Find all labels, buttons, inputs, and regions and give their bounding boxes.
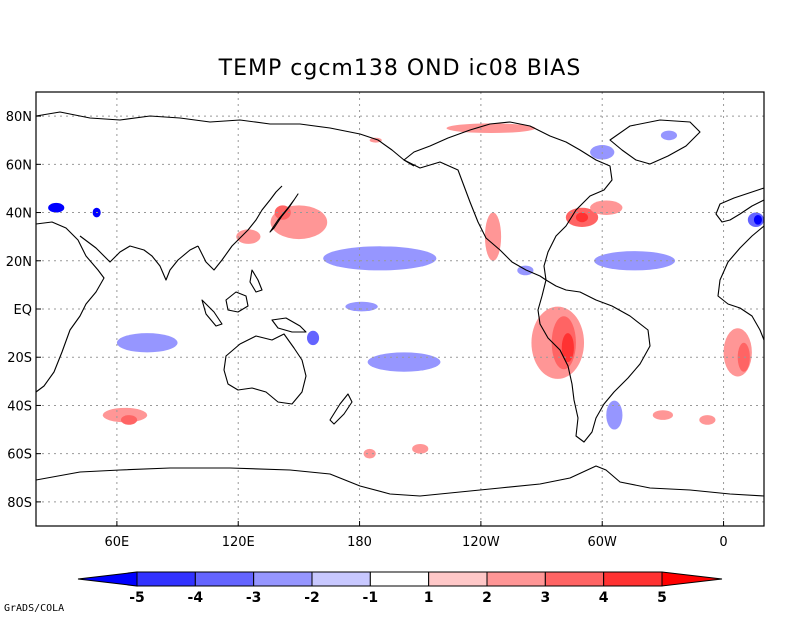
x-tick-label: 120W: [462, 535, 500, 550]
x-tick-label: 60E: [105, 535, 130, 550]
bias-region-gulf-stream-core: [575, 212, 589, 223]
x-tick-label: 60W: [588, 535, 618, 550]
y-tick-label: 60N: [6, 158, 32, 173]
colorbar-label: 3: [540, 590, 550, 606]
colorbar-box: [544, 571, 605, 587]
colorbar-box: [428, 571, 488, 587]
y-tick-label: 40S: [7, 399, 32, 414]
coast-east-asia: [197, 185, 283, 271]
colorbar-min-arrow: [77, 571, 138, 587]
coast-arabia-india: [79, 235, 199, 281]
x-axis-labels: 60E 120E 180 120W 60W 0: [105, 521, 728, 550]
bias-region-southern-ocean-warm: [699, 415, 716, 425]
coast-australia: [223, 333, 307, 405]
coast-europe-west: [715, 187, 764, 223]
colorbar-box: [194, 571, 255, 587]
colorbar-label: -4: [188, 590, 204, 606]
bias-region-bering-warm: [369, 137, 382, 143]
colorbar-label: -3: [246, 590, 262, 606]
coastlines: [36, 111, 764, 497]
bias-region-tropical-atlantic-cool: [594, 251, 676, 271]
coast-borneo: [225, 291, 249, 313]
bias-region-central-pacific-cool: [323, 246, 437, 271]
colorbar-label: 1: [424, 590, 434, 606]
bias-region-greenland-sea-cool: [660, 130, 678, 141]
coast-africa: [36, 221, 105, 393]
coast-north-america: [403, 121, 613, 281]
y-tick-label: 20N: [6, 255, 32, 270]
bias-region-east-pacific-eq-cool: [345, 301, 378, 312]
colorbar-box: [311, 571, 371, 587]
bias-region-mediterranean-core: [753, 214, 762, 225]
credit-label: GrADS/COLA: [4, 603, 65, 614]
colorbar-box: [253, 571, 313, 587]
colorbar-box: [486, 571, 546, 587]
colorbar-label: -1: [363, 590, 379, 606]
y-tick-label: 80N: [6, 110, 32, 125]
bias-region-california-warm: [484, 212, 502, 261]
bias-region-black-sea-cool: [48, 202, 65, 213]
bias-region-south-atlantic-warm: [652, 410, 674, 420]
y-tick-label: 20S: [7, 351, 32, 366]
colorbar-box: [136, 571, 196, 587]
coast-new-guinea: [271, 317, 307, 333]
y-tick-label: 40N: [6, 207, 32, 222]
coast-greenland: [609, 119, 701, 165]
coast-new-zealand: [329, 393, 353, 425]
coast-africa-west: [717, 225, 764, 341]
colorbar-label: 5: [657, 590, 667, 606]
bias-region-china-sea-warm: [236, 229, 261, 244]
y-axis-labels: 80N 60N 40N 20N EQ 20S 40S 60S 80S: [6, 110, 41, 511]
colorbar-label: 2: [482, 590, 492, 606]
bias-region-coral-sea-cool: [306, 330, 320, 346]
y-tick-label: 60S: [7, 448, 32, 463]
colorbar-box: [603, 571, 663, 587]
bias-region-south-pacific-cool: [367, 352, 441, 372]
colorbar-label: -2: [304, 590, 320, 606]
coast-sumatra: [201, 299, 223, 327]
coast-japan: [269, 193, 299, 233]
coast-south-america: [537, 279, 651, 443]
y-tick-label: 80S: [7, 496, 32, 511]
map-title: TEMP cgcm138 OND ic08 BIAS: [218, 56, 582, 81]
x-tick-label: 120E: [222, 535, 255, 550]
bias-region-caribbean-cool: [517, 265, 534, 276]
colorbar-max-arrow: [661, 571, 723, 587]
coast-antarctica: [36, 465, 764, 497]
y-tick-label: EQ: [14, 303, 32, 318]
bias-shading: [48, 123, 764, 459]
colorbar-box: [369, 571, 430, 587]
x-tick-label: 0: [719, 535, 727, 550]
bias-region-indian-ocean-cool: [116, 333, 178, 353]
bias-region-south-pacific-low-warm: [363, 448, 376, 459]
colorbar: -5 -4 -3 -2 -1 1 2 3 4 5: [77, 571, 723, 606]
colorbar-label: -5: [129, 590, 145, 606]
bias-region-south-indian-warm-core: [120, 415, 138, 425]
coast-eurasia-north: [36, 111, 415, 167]
bias-region-benguela-warm-core: [737, 342, 750, 372]
bias-region-south-atlantic-cool: [606, 400, 623, 430]
x-tick-label: 180: [347, 535, 372, 550]
coast-philippines: [249, 269, 263, 293]
bias-region-southeast-pacific-warm: [412, 444, 429, 454]
bias-region-peru-warm-core: [561, 333, 574, 363]
bias-region-north-atlantic-warm: [590, 200, 623, 215]
colorbar-label: 4: [599, 590, 609, 606]
